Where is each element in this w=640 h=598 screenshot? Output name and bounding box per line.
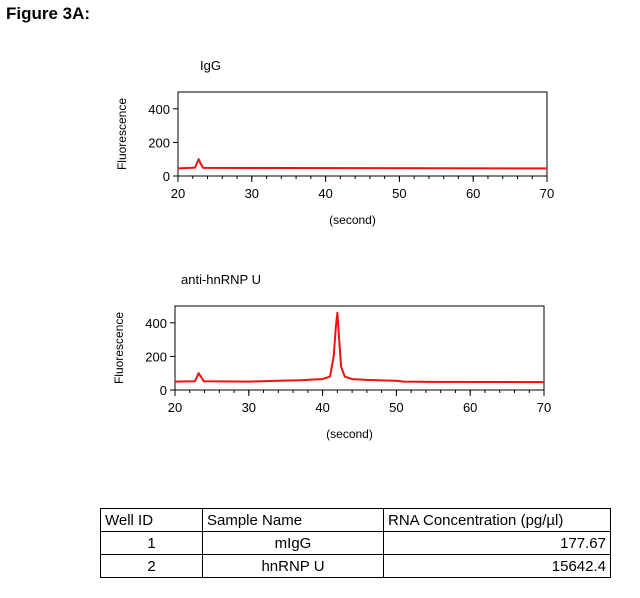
igg-electropherogram: IgG 20 30 40 50 60 70 0 200 400 (second) Fluorescen… (115, 58, 554, 227)
plot-frame (174, 305, 545, 391)
rna-concentration-table: Well ID Sample Name RNA Concentration (p… (100, 508, 611, 578)
x-tick-label: 30 (242, 400, 256, 415)
table-row: 2 hnRNP U 15642.4 (100, 554, 611, 578)
x-tick-label: 40 (315, 400, 329, 415)
chart-title: anti-hnRNP U (181, 272, 261, 287)
series-line-0 (177, 158, 548, 170)
cell-well-id: 1 (100, 531, 203, 555)
x-tick-label: 30 (245, 186, 259, 201)
chart-title: IgG (200, 58, 221, 73)
y-tick-label: 0 (160, 383, 167, 398)
cell-well-id: 2 (100, 554, 203, 578)
header-rna-concentration: RNA Concentration (pg/µl) (383, 508, 611, 532)
y-axis-label: Fluorescence (112, 312, 126, 384)
y-tick-label: 200 (148, 135, 170, 150)
table-header-row: Well ID Sample Name RNA Concentration (p… (100, 508, 611, 532)
x-tick-label: 50 (392, 186, 406, 201)
x-axis-label: (second) (329, 213, 376, 227)
x-tick-label: 70 (537, 400, 551, 415)
x-tick-label: 50 (389, 400, 403, 415)
x-tick-label: 60 (463, 400, 477, 415)
y-tick-label: 400 (145, 316, 167, 331)
x-tick-label: 20 (168, 400, 182, 415)
figure-label: Figure 3A: (6, 4, 91, 23)
y-tick-label: 0 (163, 169, 170, 184)
header-sample-name: Sample Name (202, 508, 384, 532)
hnrnp-electropherogram: anti-hnRNP U 20 30 40 50 60 70 0 200 400 (second) F… (112, 272, 551, 441)
y-tick-label: 200 (145, 349, 167, 364)
x-tick-label: 70 (540, 186, 554, 201)
x-tick-label: 40 (318, 186, 332, 201)
y-tick-label: 400 (148, 102, 170, 117)
cell-sample-name: mIgG (202, 531, 384, 555)
table-row: 1 mIgG 177.67 (100, 531, 611, 555)
plot-frame (177, 91, 548, 177)
x-tick-label: 20 (171, 186, 185, 201)
cell-rna-concentration: 177.67 (383, 531, 611, 555)
x-tick-label: 60 (466, 186, 480, 201)
series-line-0 (174, 311, 545, 384)
x-axis-label: (second) (326, 427, 373, 441)
y-axis-label: Fluorescence (115, 98, 129, 170)
cell-rna-concentration: 15642.4 (383, 554, 611, 578)
header-well-id: Well ID (100, 508, 203, 532)
cell-sample-name: hnRNP U (202, 554, 384, 578)
